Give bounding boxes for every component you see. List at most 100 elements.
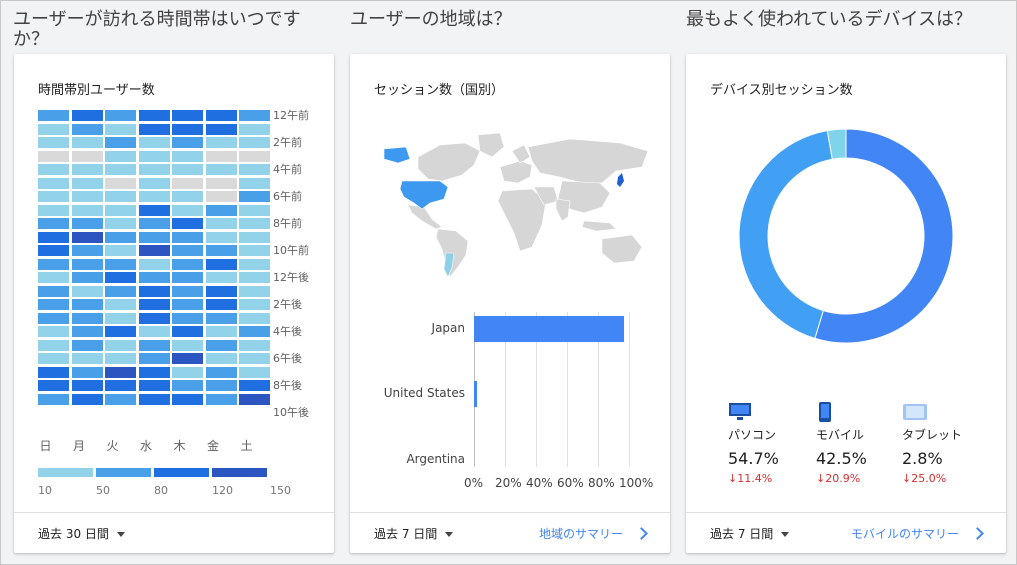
heatmap-cell[interactable] [205, 177, 237, 189]
heatmap-cell[interactable] [105, 326, 136, 337]
heatmap-cell[interactable] [172, 326, 203, 337]
heatmap-cell[interactable] [105, 218, 136, 229]
heatmap-cell[interactable] [172, 272, 203, 283]
heatmap-cell[interactable] [205, 393, 237, 405]
world-map[interactable] [370, 129, 660, 279]
heatmap-cell[interactable] [38, 123, 69, 135]
heatmap-cell[interactable] [105, 366, 136, 378]
heatmap-cell[interactable] [239, 312, 270, 324]
heatmap-cell[interactable] [38, 312, 69, 324]
heatmap-cell[interactable] [205, 150, 237, 162]
heatmap-cell[interactable] [105, 339, 136, 351]
heatmap-cell[interactable] [138, 393, 170, 405]
heatmap-cell[interactable] [105, 312, 136, 324]
heatmap-cell[interactable] [239, 272, 270, 283]
heatmap-cell[interactable] [239, 366, 270, 378]
heatmap-cell[interactable] [38, 177, 69, 189]
heatmap-cell[interactable] [172, 231, 203, 243]
heatmap-cell[interactable] [138, 272, 170, 283]
heatmap-cell[interactable] [239, 231, 270, 243]
heatmap-cell[interactable] [105, 191, 136, 202]
heatmap-cell[interactable] [239, 123, 270, 135]
heatmap-cell[interactable] [205, 231, 237, 243]
heatmap-cell[interactable] [172, 164, 203, 175]
heatmap-cell[interactable] [138, 353, 170, 364]
heatmap-cell[interactable] [105, 137, 136, 148]
heatmap-cell[interactable] [172, 204, 203, 216]
heatmap-cell[interactable] [205, 380, 237, 391]
heatmap-cell[interactable] [205, 366, 237, 378]
heatmap-cell[interactable] [138, 258, 170, 270]
heatmap-cell[interactable] [105, 353, 136, 364]
heatmap-cell[interactable] [205, 258, 237, 270]
heatmap-cell[interactable] [172, 177, 203, 189]
heatmap-cell[interactable] [138, 137, 170, 148]
heatmap-cell[interactable] [205, 285, 237, 297]
heatmap-cell[interactable] [71, 218, 103, 229]
heatmap-cell[interactable] [205, 164, 237, 175]
heatmap-cell[interactable] [172, 110, 203, 121]
heatmap-cell[interactable] [205, 137, 237, 148]
heatmap-cell[interactable] [105, 204, 136, 216]
heatmap-cell[interactable] [172, 137, 203, 148]
heatmap-cell[interactable] [105, 285, 136, 297]
heatmap-cell[interactable] [71, 231, 103, 243]
heatmap-cell[interactable] [105, 177, 136, 189]
heatmap-cell[interactable] [138, 312, 170, 324]
heatmap-cell[interactable] [239, 326, 270, 337]
heatmap-cell[interactable] [138, 299, 170, 310]
heatmap-cell[interactable] [105, 123, 136, 135]
heatmap-cell[interactable] [38, 204, 69, 216]
heatmap-cell[interactable] [71, 137, 103, 148]
heatmap-cell[interactable] [172, 312, 203, 324]
heatmap-cell[interactable] [138, 380, 170, 391]
heatmap-cell[interactable] [71, 204, 103, 216]
heatmap-cell[interactable] [38, 393, 69, 405]
heatmap-cell[interactable] [38, 326, 69, 337]
heatmap-cell[interactable] [71, 258, 103, 270]
heatmap-cell[interactable] [172, 299, 203, 310]
device-period-dropdown[interactable]: 過去 7 日間 [710, 525, 790, 542]
argentina-region[interactable] [443, 252, 455, 278]
heatmap-cell[interactable] [138, 164, 170, 175]
heatmap-cell[interactable] [138, 245, 170, 256]
heatmap-cell[interactable] [71, 312, 103, 324]
heatmap-cell[interactable] [205, 272, 237, 283]
donut-slice[interactable] [738, 130, 833, 339]
heatmap-cell[interactable] [239, 218, 270, 229]
heatmap-cell[interactable] [205, 353, 237, 364]
heatmap-cell[interactable] [38, 218, 69, 229]
heatmap-cell[interactable] [239, 137, 270, 148]
heatmap-cell[interactable] [138, 231, 170, 243]
heatmap-cell[interactable] [138, 204, 170, 216]
heatmap-cell[interactable] [138, 177, 170, 189]
heatmap-cell[interactable] [71, 366, 103, 378]
heatmap-cell[interactable] [38, 245, 69, 256]
heatmap-cell[interactable] [205, 312, 237, 324]
heatmap-cell[interactable] [138, 339, 170, 351]
heatmap-cell[interactable] [71, 285, 103, 297]
heatmap-period-dropdown[interactable]: 過去 30 日間 [38, 525, 125, 542]
heatmap-cell[interactable] [239, 191, 270, 202]
heatmap-cell[interactable] [138, 123, 170, 135]
heatmap-cell[interactable] [172, 366, 203, 378]
heatmap-cell[interactable] [38, 110, 69, 121]
heatmap-cell[interactable] [205, 326, 237, 337]
heatmap-cell[interactable] [205, 123, 237, 135]
heatmap-cell[interactable] [205, 110, 237, 121]
heatmap-cell[interactable] [38, 339, 69, 351]
heatmap-cell[interactable] [105, 150, 136, 162]
heatmap-cell[interactable] [172, 258, 203, 270]
heatmap-cell[interactable] [239, 150, 270, 162]
heatmap-cell[interactable] [205, 245, 237, 256]
heatmap-cell[interactable] [105, 299, 136, 310]
heatmap-cell[interactable] [138, 150, 170, 162]
heatmap-cell[interactable] [71, 110, 103, 121]
heatmap-cell[interactable] [38, 285, 69, 297]
heatmap-cell[interactable] [205, 191, 237, 202]
heatmap-cell[interactable] [172, 245, 203, 256]
heatmap-cell[interactable] [71, 353, 103, 364]
heatmap-cell[interactable] [138, 285, 170, 297]
heatmap-cell[interactable] [38, 164, 69, 175]
heatmap-cell[interactable] [71, 326, 103, 337]
